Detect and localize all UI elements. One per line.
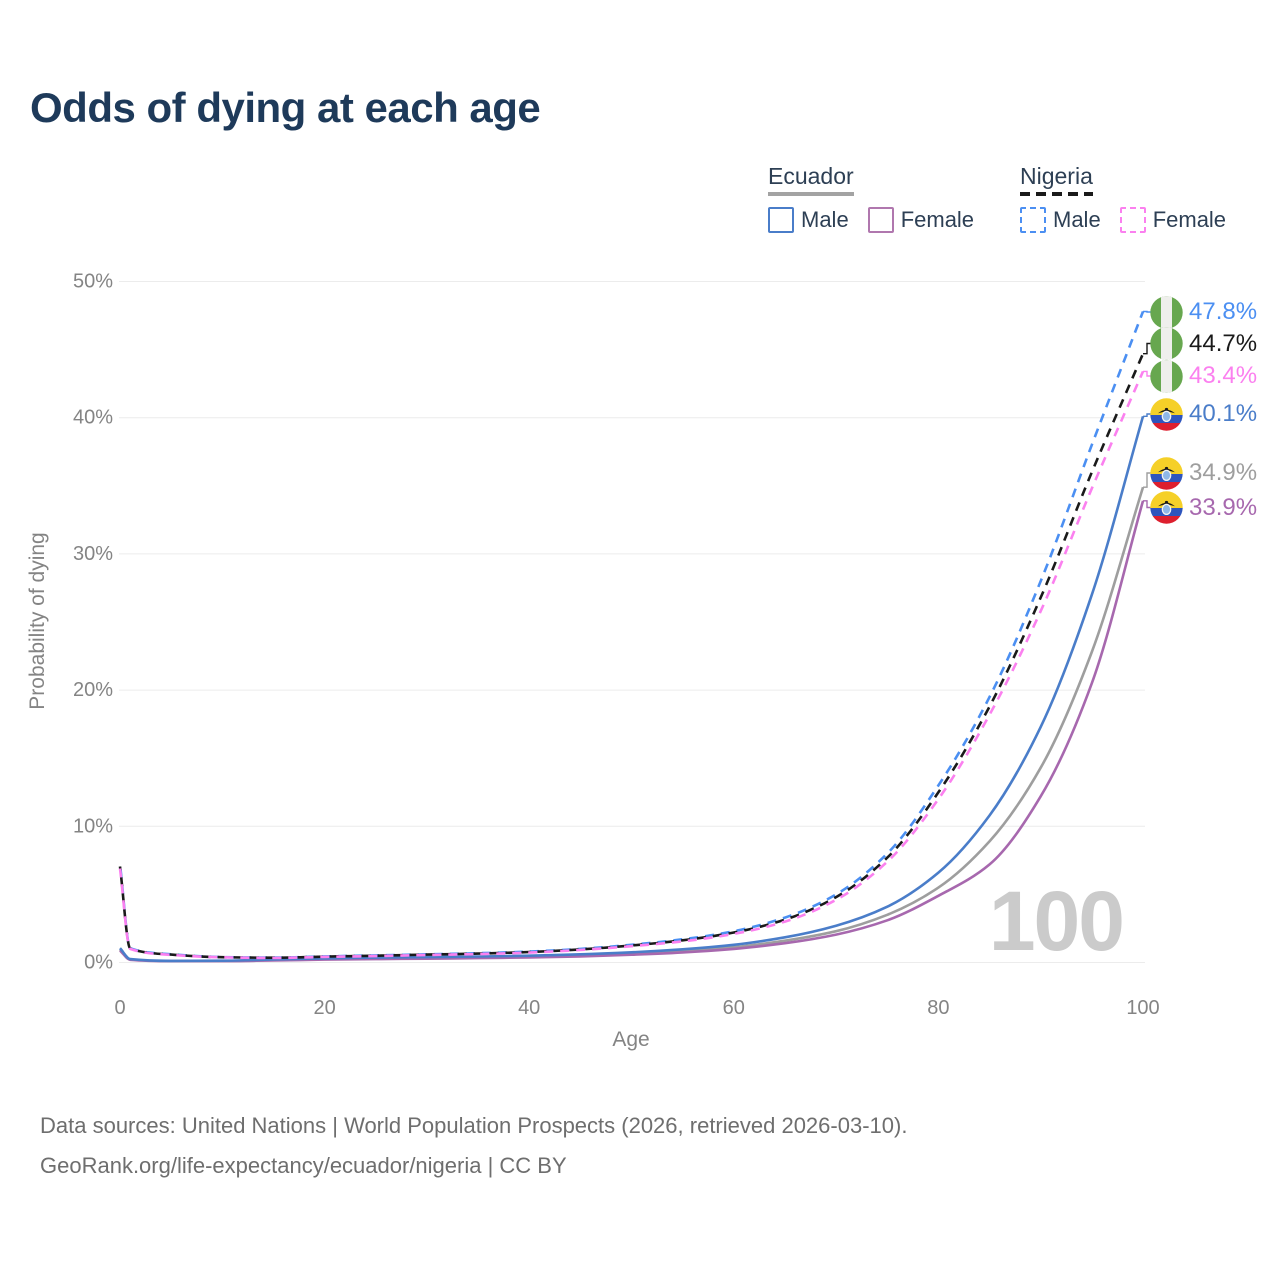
nigeria-flag-icon bbox=[1150, 327, 1183, 360]
age-frame-watermark: 100 bbox=[989, 874, 1123, 968]
curve-nigeria-both-sexes bbox=[118, 353, 1145, 960]
connector-ecuador-male bbox=[1143, 413, 1151, 417]
x-axis-title: Age bbox=[612, 1028, 649, 1051]
curve-ecuador-male bbox=[119, 415, 1145, 963]
sources-line-1: Data sources: United Nations | World Pop… bbox=[40, 1113, 908, 1138]
end-label-value: 40.1% bbox=[1189, 400, 1258, 427]
legend-item-label: Female bbox=[1152, 207, 1227, 232]
x-tick-0: 0 bbox=[114, 997, 125, 1019]
end-label-connectors bbox=[1143, 310, 1151, 509]
x-tick-60: 60 bbox=[723, 997, 745, 1019]
end-label-nigeria-both-sexes: 44.7% bbox=[1150, 327, 1257, 360]
legend-group-ecuador: Ecuador Male Female bbox=[768, 163, 974, 233]
end-label-value: 47.8% bbox=[1189, 298, 1258, 325]
legend-item-nigeria-female[interactable]: Female bbox=[1119, 207, 1227, 233]
end-label-value: 43.4% bbox=[1189, 362, 1258, 389]
end-label-ecuador-male: 40.1% bbox=[1150, 397, 1258, 431]
x-tick-80: 80 bbox=[927, 997, 949, 1019]
curve-nigeria-female bbox=[118, 370, 1145, 960]
legend-swatch-dashed-pink bbox=[1119, 207, 1146, 233]
legend-group-label: Ecuador bbox=[768, 163, 854, 189]
legend-item-label: Female bbox=[900, 207, 975, 232]
gridlines bbox=[119, 281, 1145, 963]
legend-item-ecuador-male[interactable]: Male bbox=[768, 207, 849, 233]
legend-item-ecuador-female[interactable]: Female bbox=[867, 207, 975, 233]
connector-nigeria-both-sexes bbox=[1143, 342, 1151, 355]
legend-swatch-dashed-blue bbox=[1020, 207, 1046, 233]
connector-ecuador-female bbox=[1143, 500, 1151, 509]
connector-ecuador-both-sexes bbox=[1143, 472, 1151, 488]
end-label-nigeria-male: 47.8% bbox=[1150, 295, 1258, 329]
sources: Data sources: United Nations | World Pop… bbox=[40, 1106, 907, 1186]
y-tick-50: 50% bbox=[73, 271, 113, 293]
connector-nigeria-female bbox=[1143, 370, 1151, 377]
end-label-value: 33.9% bbox=[1189, 493, 1258, 521]
x-tick-100: 100 bbox=[1126, 997, 1159, 1019]
legend-item-label: Male bbox=[801, 207, 849, 232]
x-tick-20: 20 bbox=[313, 997, 335, 1019]
ecuador-flag-icon bbox=[1150, 456, 1183, 490]
legend-group-label: Nigeria bbox=[1020, 163, 1093, 189]
end-label-ecuador-female: 33.9% bbox=[1150, 491, 1257, 524]
legend-group-title-ecuador: Ecuador bbox=[768, 163, 854, 196]
ecuador-flag-icon bbox=[1150, 491, 1183, 524]
ecuador-flag-icon bbox=[1150, 397, 1183, 431]
legend-underline-solid bbox=[768, 192, 854, 196]
y-tick-20: 20% bbox=[73, 679, 113, 701]
legend-items-nigeria: Male Female bbox=[1020, 207, 1226, 233]
end-label-value: 44.7% bbox=[1189, 329, 1258, 357]
legend-swatch-solid-blue bbox=[768, 207, 794, 233]
legend-group-title-nigeria: Nigeria bbox=[1020, 163, 1093, 196]
legend-item-nigeria-male[interactable]: Male bbox=[1020, 207, 1101, 233]
legend-item-label: Male bbox=[1053, 207, 1101, 232]
line-chart: 100 0% 10% 20% 30% 40% 50% 0 20 40 60 80… bbox=[26, 271, 1160, 1052]
end-label-ecuador-both-sexes: 34.9% bbox=[1150, 456, 1258, 490]
end-label-nigeria-female: 43.4% bbox=[1150, 359, 1258, 393]
y-tick-0: 0% bbox=[84, 952, 113, 974]
curve-nigeria-male bbox=[118, 311, 1145, 959]
legend-underline-dashed bbox=[1020, 192, 1093, 196]
x-tick-40: 40 bbox=[518, 997, 540, 1019]
sources-line-2: GeoRank.org/life-expectancy/ecuador/nige… bbox=[40, 1153, 567, 1178]
curves bbox=[118, 311, 1145, 963]
legend-group-nigeria: Nigeria Male Female bbox=[1020, 163, 1226, 233]
legend-items-ecuador: Male Female bbox=[768, 207, 974, 233]
connector-nigeria-male bbox=[1143, 310, 1151, 313]
nigeria-flag-icon bbox=[1150, 359, 1183, 393]
legend-swatch-solid-purple bbox=[867, 207, 894, 233]
page-title: Odds of dying at each age bbox=[30, 84, 541, 131]
nigeria-flag-icon bbox=[1150, 295, 1183, 329]
y-tick-10: 10% bbox=[73, 815, 113, 837]
y-tick-30: 30% bbox=[73, 543, 113, 565]
y-axis-title: Probability of dying bbox=[26, 532, 49, 709]
y-tick-40: 40% bbox=[73, 407, 113, 429]
end-label-value: 34.9% bbox=[1189, 459, 1258, 486]
